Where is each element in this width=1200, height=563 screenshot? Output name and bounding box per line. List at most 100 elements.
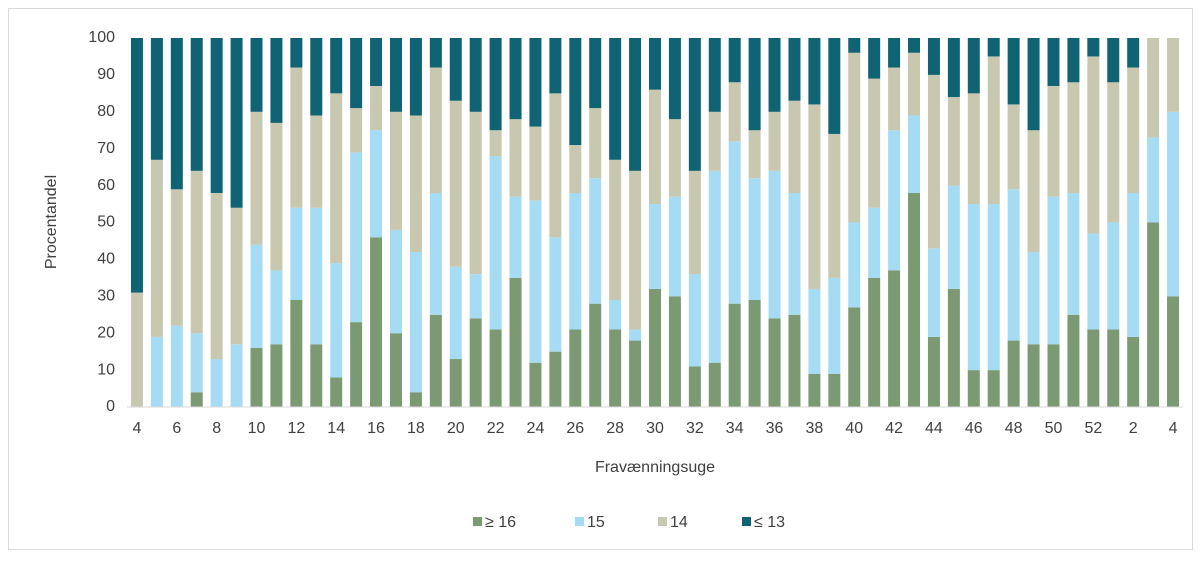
legend-label: 15 [587,514,605,531]
bar-segment [868,277,881,407]
bar-segment [370,237,383,407]
bar-segment [888,130,901,271]
bar-segment [947,185,960,289]
bar-segment [788,314,801,407]
bar-segment [987,204,1000,371]
bar-segment [469,111,482,275]
bar-segment [748,178,761,300]
legend-swatch [658,517,667,526]
bar-segment [668,196,681,297]
bar-segment [529,362,542,407]
bar-segment [1087,233,1100,330]
bar-segment [310,207,323,345]
bar-segment [609,329,622,407]
bar-segment [330,93,343,264]
bar-segment [509,196,522,278]
x-tick-label: 14 [327,420,345,437]
bar-segment [1147,222,1160,407]
bar-segment [927,74,940,249]
bar-segment [250,38,263,112]
bar-segment [170,325,183,407]
bar-segment [569,192,582,330]
bar-segment [848,52,861,223]
bar-segment [728,303,741,407]
bar-segment [947,288,960,407]
bar-segment [708,170,721,363]
bar-segment [688,170,701,275]
legend-label: ≤ 13 [754,514,785,531]
bar-segment [1007,340,1020,407]
bar-segment [1127,38,1140,68]
legend-label: 14 [670,514,688,531]
bar-segment [708,38,721,112]
bar-segment [150,159,163,337]
bar-segment [1067,82,1080,193]
y-axis-title: Procentandel [43,175,60,269]
bar-segment [967,204,980,371]
bar-segment [250,111,263,245]
bar-segment [1107,38,1120,83]
bar-segment [350,152,363,323]
bar-segment [589,178,602,304]
bar-segment [848,222,861,308]
bar-segment [868,38,881,79]
bar-segment [1007,104,1020,190]
bar-segment [210,38,223,193]
bar-segment [908,192,921,407]
bar-segment [888,67,901,131]
bar-segment [668,119,681,197]
bar-segment [1127,336,1140,407]
bar-segment [409,38,422,116]
bar-segment [967,38,980,94]
bar-segment [987,38,1000,57]
bar-segment [708,362,721,407]
legend-label: ≥ 16 [485,514,516,531]
x-tick-label: 18 [407,420,425,437]
bar-segment [1167,38,1180,112]
bar-segment [748,299,761,407]
bar-segment [1087,56,1100,234]
bar-segment [350,322,363,407]
bar-segment [848,307,861,407]
bar-segment [190,392,203,407]
bar-segment [908,115,921,193]
bar-segment [788,38,801,101]
bar-segment [888,270,901,407]
y-tick-label: 70 [97,140,115,157]
x-tick-label: 46 [965,420,983,437]
x-tick-label: 38 [805,420,823,437]
bar-segment [868,78,881,208]
x-tick-label: 50 [1045,420,1063,437]
bar-segment [389,229,402,334]
bar-segment [1067,192,1080,315]
bar-segment [569,329,582,407]
bar-segment [230,38,243,208]
bar-segment [409,252,422,393]
bar-segment [330,38,343,94]
bar-segment [649,38,661,90]
bar-segment [1167,296,1180,407]
x-tick-label: 12 [287,420,305,437]
x-tick-label: 32 [686,420,704,437]
x-tick-label: 4 [133,420,142,437]
bar-segment [589,108,602,179]
bar-segment [489,130,502,157]
bar-segment [708,111,721,171]
bar-segment [1027,38,1040,131]
bar-segment [748,130,761,179]
bar-segment [549,351,562,407]
bar-segment [529,126,542,201]
bar-segment [409,392,422,407]
bar-segment [469,318,482,407]
bar-segment [1047,85,1060,197]
bar-segment [569,38,582,146]
x-tick-label: 30 [646,420,664,437]
bar-segment [828,133,841,278]
bar-segment [389,333,402,407]
x-tick-label: 26 [566,420,584,437]
bar-segment [1007,189,1020,341]
bar-segment [808,288,821,374]
bar-segment [748,38,761,131]
bar-segment [1107,82,1120,223]
